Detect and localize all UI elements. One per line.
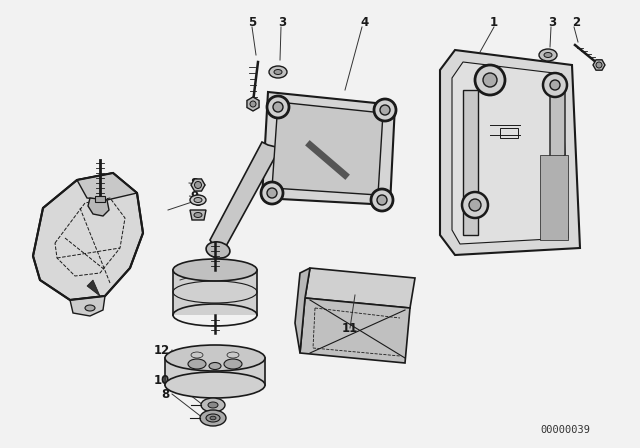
Circle shape bbox=[377, 195, 387, 205]
Polygon shape bbox=[440, 50, 580, 255]
Ellipse shape bbox=[539, 49, 557, 61]
Text: 3: 3 bbox=[278, 16, 286, 29]
Ellipse shape bbox=[206, 242, 230, 258]
Ellipse shape bbox=[210, 416, 216, 420]
Polygon shape bbox=[70, 296, 105, 316]
Circle shape bbox=[543, 73, 567, 97]
Ellipse shape bbox=[269, 66, 287, 78]
Text: 00000039: 00000039 bbox=[540, 425, 590, 435]
Polygon shape bbox=[87, 280, 100, 296]
Ellipse shape bbox=[544, 52, 552, 57]
Text: 10: 10 bbox=[154, 375, 170, 388]
Ellipse shape bbox=[274, 69, 282, 74]
Polygon shape bbox=[305, 268, 415, 308]
Text: 1: 1 bbox=[490, 16, 498, 29]
Polygon shape bbox=[210, 142, 280, 248]
Ellipse shape bbox=[165, 345, 265, 371]
Text: 4: 4 bbox=[360, 16, 368, 29]
Polygon shape bbox=[165, 358, 265, 385]
Ellipse shape bbox=[165, 372, 265, 398]
Polygon shape bbox=[300, 298, 410, 363]
Text: 11: 11 bbox=[342, 322, 358, 335]
Polygon shape bbox=[262, 92, 395, 205]
Polygon shape bbox=[88, 198, 109, 216]
Text: 2: 2 bbox=[572, 16, 580, 29]
Polygon shape bbox=[272, 102, 383, 195]
Polygon shape bbox=[95, 196, 105, 202]
Ellipse shape bbox=[200, 410, 226, 426]
Polygon shape bbox=[77, 173, 137, 200]
Polygon shape bbox=[463, 90, 478, 235]
Bar bbox=[500, 128, 518, 138]
Polygon shape bbox=[33, 173, 143, 300]
Text: 8: 8 bbox=[190, 177, 198, 190]
Polygon shape bbox=[452, 62, 568, 244]
Circle shape bbox=[550, 80, 560, 90]
Ellipse shape bbox=[173, 259, 257, 281]
Circle shape bbox=[483, 73, 497, 87]
Ellipse shape bbox=[201, 398, 225, 412]
Text: 8: 8 bbox=[162, 388, 170, 401]
Polygon shape bbox=[190, 210, 206, 220]
Circle shape bbox=[267, 188, 277, 198]
Polygon shape bbox=[173, 270, 257, 315]
Ellipse shape bbox=[209, 362, 221, 370]
Ellipse shape bbox=[194, 198, 202, 202]
Circle shape bbox=[250, 101, 256, 107]
Text: 3: 3 bbox=[548, 16, 556, 29]
Text: 6: 6 bbox=[193, 195, 201, 208]
Circle shape bbox=[475, 65, 505, 95]
Ellipse shape bbox=[224, 359, 242, 369]
Text: 7: 7 bbox=[197, 268, 205, 281]
Ellipse shape bbox=[190, 195, 206, 205]
Ellipse shape bbox=[194, 212, 202, 217]
Circle shape bbox=[380, 105, 390, 115]
Text: 5: 5 bbox=[248, 16, 256, 29]
Ellipse shape bbox=[206, 414, 220, 422]
Circle shape bbox=[195, 181, 202, 189]
Circle shape bbox=[374, 99, 396, 121]
Ellipse shape bbox=[188, 359, 206, 369]
Ellipse shape bbox=[208, 402, 218, 408]
Polygon shape bbox=[593, 60, 605, 70]
Circle shape bbox=[273, 102, 283, 112]
Circle shape bbox=[469, 199, 481, 211]
Text: 9: 9 bbox=[190, 190, 198, 202]
Polygon shape bbox=[247, 97, 259, 111]
Polygon shape bbox=[540, 155, 568, 240]
Circle shape bbox=[371, 189, 393, 211]
Ellipse shape bbox=[85, 305, 95, 311]
Polygon shape bbox=[191, 179, 205, 191]
Circle shape bbox=[261, 182, 283, 204]
Circle shape bbox=[462, 192, 488, 218]
Circle shape bbox=[267, 96, 289, 118]
Text: 12: 12 bbox=[154, 344, 170, 357]
Polygon shape bbox=[550, 85, 565, 165]
Circle shape bbox=[596, 62, 602, 68]
Polygon shape bbox=[295, 268, 310, 353]
